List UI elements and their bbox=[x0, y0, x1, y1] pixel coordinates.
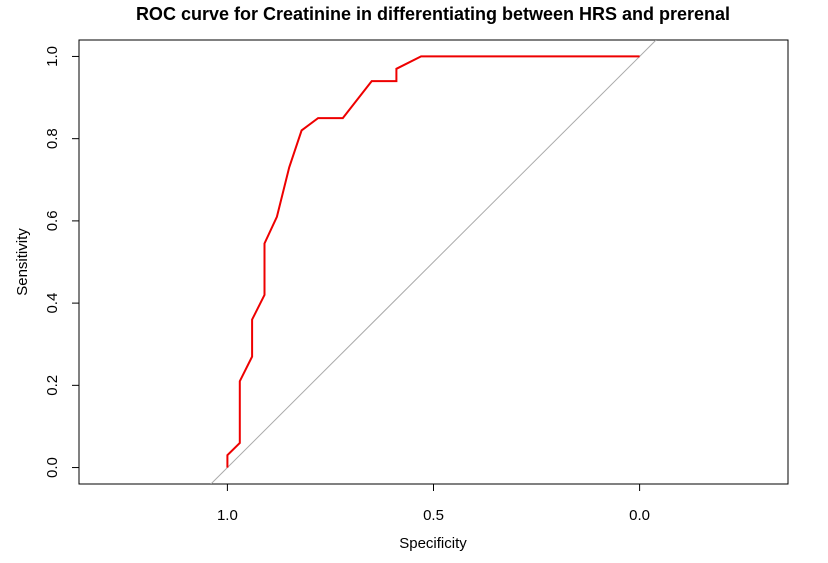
x-tick-label: 1.0 bbox=[217, 507, 238, 524]
roc-curve-line bbox=[226, 55, 640, 468]
y-tick-label: 0.2 bbox=[44, 375, 61, 396]
x-tick-label: 0.5 bbox=[423, 507, 444, 524]
x-tick-label: 0.0 bbox=[629, 507, 650, 524]
series-layer bbox=[226, 55, 640, 468]
y-axis-title: Sensitivity bbox=[14, 228, 31, 296]
y-tick-label: 0.4 bbox=[44, 293, 61, 314]
y-tick-label: 1.0 bbox=[44, 46, 61, 67]
y-tick-label: 0.0 bbox=[44, 457, 61, 478]
chart-title: ROC curve for Creatinine in differentiat… bbox=[136, 4, 730, 24]
x-axis-title: Specificity bbox=[399, 535, 467, 552]
reference-layer bbox=[210, 40, 657, 484]
y-axis: 0.0 0.2 0.4 0.6 0.8 1.0 bbox=[44, 46, 80, 478]
reference-diagonal-line bbox=[210, 40, 657, 484]
y-tick-label: 0.8 bbox=[44, 128, 61, 149]
y-tick-label: 0.6 bbox=[44, 210, 61, 231]
x-axis: 1.0 0.5 0.0 bbox=[217, 483, 650, 524]
